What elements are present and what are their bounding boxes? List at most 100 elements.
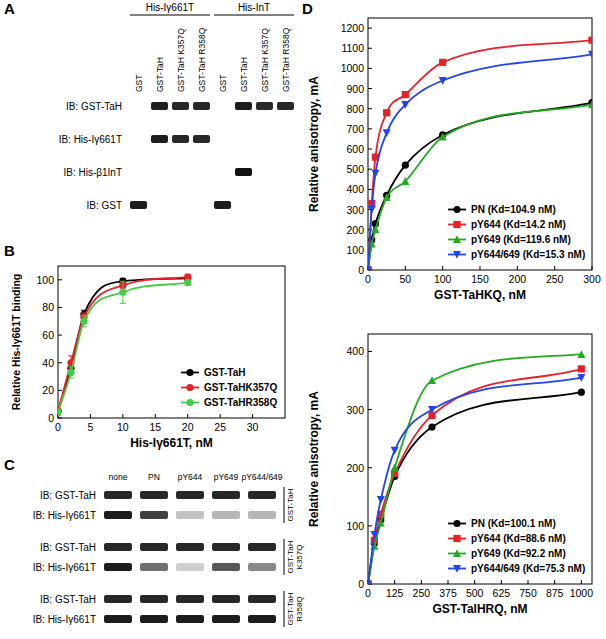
blot-band [193,102,210,110]
blot-band [151,135,168,143]
blot-band [172,102,189,110]
x-tick [592,266,593,270]
lane-label: pY644/649 [241,472,282,482]
marker [184,279,191,286]
blot-band [176,491,204,499]
error-bar [120,281,126,303]
x-tick [554,266,555,270]
error-cap [120,281,126,282]
lane-label: GST-TaH R358Q [197,27,207,92]
y-tick [368,88,372,89]
blot-band [140,511,168,519]
error-cap [68,355,74,356]
blot-band [151,102,168,110]
lane-label: GST-TaH K357Q [260,28,270,92]
blot-band [172,168,189,176]
plot-frame [368,18,592,270]
marker [578,365,585,372]
blot-band [212,595,240,603]
marker [383,129,391,137]
blot-band [277,201,294,209]
block-label-line: K357Q [295,545,304,570]
lane-label: GST-TaH [239,57,249,92]
x-tick-label: 125 [386,587,404,599]
blot-band [130,135,147,143]
blot-band [140,595,168,603]
marker [383,109,390,116]
x-tick-label: 20 [182,421,194,433]
block-label: GST-TaHR358Q [286,592,304,625]
x-axis-label: His-Iγ661T, nM [130,436,213,450]
y-tick-label: 1100 [341,42,364,54]
y-axis-label: Relative anisotropy, mA [307,76,321,212]
blot-band [256,168,273,176]
blot-band [104,491,132,499]
series-line [368,392,581,584]
y-tick-label: 900 [346,83,364,95]
legend-label: PN (Kd=100.1 nM) [471,518,556,529]
x-tick-label: 200 [509,273,527,285]
y-tick [58,418,62,419]
block-label-line: GST-TaH [286,592,295,625]
block-label: GST-TaHK357Q [286,540,304,573]
blot-band [212,615,240,623]
blot-band [151,168,168,176]
blot-band [212,511,240,519]
blot-band [130,168,147,176]
marker [428,376,436,384]
x-tick [480,266,481,270]
marker [368,266,372,270]
marker [119,289,126,296]
legend-label: pY649 (Kd=119.6 nM) [471,234,571,245]
x-tick [405,266,406,270]
panel-letter: B [4,242,15,259]
series-line [368,354,581,584]
marker [391,447,399,455]
y-tick-label: 20 [42,384,54,396]
blot-band [104,615,132,623]
error-cap [81,310,87,311]
row-label: IB: GST [86,200,122,211]
marker [368,266,372,270]
blot-panel-a: His-Iγ661TGSTGST-TaHGST-TaH K357QGST-TaH… [59,2,294,211]
legend-marker [186,399,193,406]
series-line [368,378,581,584]
marker [401,101,409,109]
blot-band [172,135,189,143]
y-tick-label: 700 [346,123,364,135]
y-tick [368,128,372,129]
marker [577,374,585,382]
data-group [58,273,191,416]
y-tick-label: 0 [358,578,364,590]
marker [588,37,592,44]
y-tick [368,108,372,109]
x-tick [155,414,156,418]
series-line [368,105,592,270]
row-label: IB: GST-TaH [40,542,96,553]
x-tick-label: 250 [546,273,564,285]
blot-band [104,595,132,603]
legend-marker [186,369,193,376]
marker [428,423,435,430]
x-tick-label: 0 [365,587,371,599]
block-label-line: R358Q [295,596,304,621]
error-cap [120,303,126,304]
legend-label: GST-TaH [204,367,245,378]
x-tick-label: 50 [399,273,411,285]
legend-label: pY644 (Kd=88.6 nM) [471,533,566,544]
blot-band [176,563,204,571]
y-tick-label: 100 [36,274,54,286]
legend-label: pY644 (Kd=14.2 nM) [471,219,566,230]
chart-2: 012525037550062575087510000100200300400G… [307,334,593,616]
blot-band [248,511,276,519]
blot-band [176,615,204,623]
x-tick [220,414,221,418]
x-tick-label: 250 [413,587,431,599]
blot-band [176,511,204,519]
panel-letter: A [4,0,15,17]
error-bar [185,280,191,286]
series-line [368,369,581,584]
marker [391,464,399,472]
marker [402,162,409,169]
blot-band [151,201,168,209]
